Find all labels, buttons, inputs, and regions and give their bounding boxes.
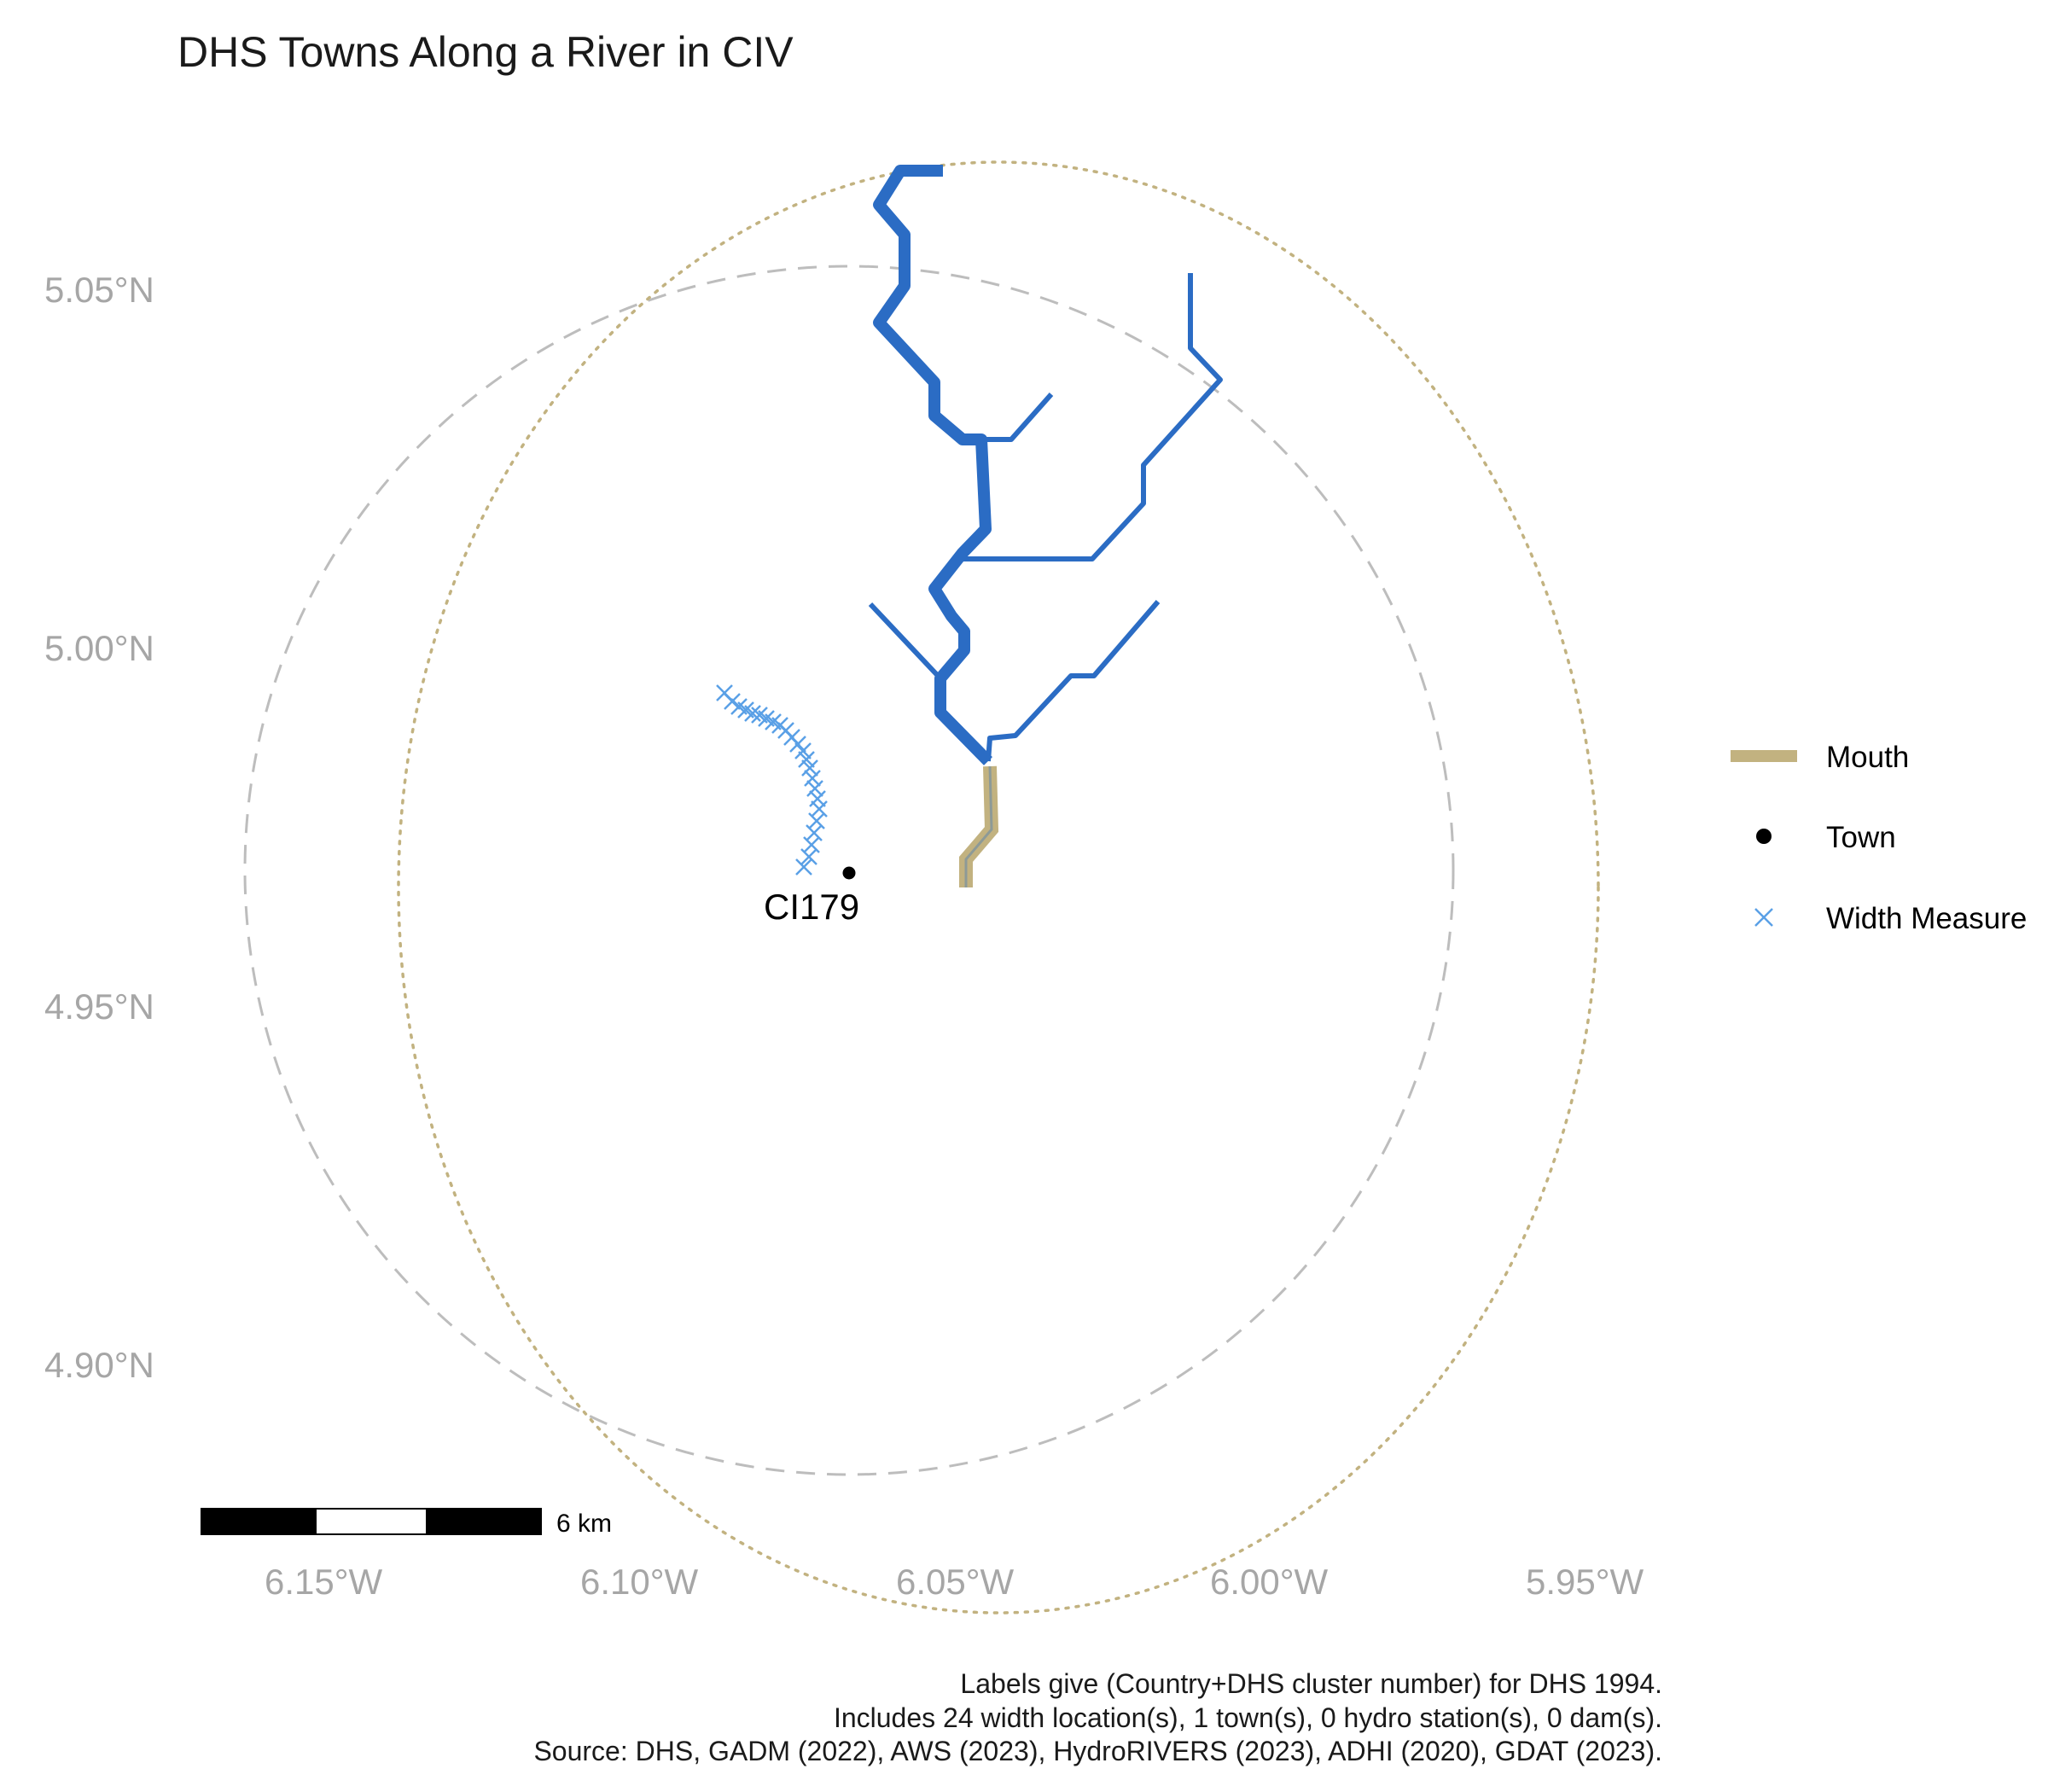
width-measure-marker	[744, 705, 761, 722]
x-tick-label: 6.15°W	[265, 1562, 383, 1602]
legend-width-label: Width Measure	[1826, 902, 2027, 935]
x-tick-label: 6.05°W	[896, 1562, 1015, 1602]
caption-line-1: Labels give (Country+DHS cluster number)…	[960, 1668, 1662, 1699]
scale-bar: 6 km	[201, 1508, 612, 1538]
scale-bar-segment-3	[426, 1508, 542, 1535]
river-tributary-4	[986, 600, 1161, 762]
width-measure-marker	[724, 693, 741, 710]
legend-town-swatch	[1756, 829, 1772, 844]
river-network	[868, 165, 1223, 765]
legend-mouth-label: Mouth	[1826, 741, 1909, 774]
caption-line-2: Includes 24 width location(s), 1 town(s)…	[834, 1702, 1662, 1733]
map-title: DHS Towns Along a River in CIV	[177, 28, 794, 76]
river-mouth-segment	[959, 765, 999, 887]
buffer-circle-dotted	[397, 160, 1600, 1615]
river-mouth-outline	[964, 765, 993, 887]
caption: Labels give (Country+DHS cluster number)…	[533, 1668, 1662, 1766]
y-tick-label: 4.90°N	[44, 1345, 154, 1385]
x-tick-label: 6.00°W	[1210, 1562, 1329, 1602]
width-measure-markers	[716, 684, 828, 876]
width-measure-marker	[795, 858, 812, 876]
width-measure-marker	[804, 770, 821, 787]
town-label: CI179	[764, 887, 859, 927]
river-branch-north	[876, 168, 904, 207]
x-tick-label: 6.10°W	[580, 1562, 699, 1602]
y-tick-label: 5.00°N	[44, 628, 154, 668]
river-tributary-2	[963, 273, 1223, 561]
y-tick-label: 4.95°N	[44, 986, 154, 1027]
buffer-circle-dashed	[243, 265, 1455, 1476]
width-measure-marker	[794, 742, 812, 759]
caption-line-3: Source: DHS, GADM (2022), AWS (2023), Hy…	[533, 1736, 1662, 1766]
town-marker	[842, 866, 856, 880]
scale-bar-segment-1	[201, 1508, 317, 1535]
y-tick-label: 5.05°N	[44, 270, 154, 310]
legend: Mouth Town Width Measure	[1731, 741, 2027, 935]
river-tributary-3	[868, 602, 943, 681]
width-measure-marker	[800, 848, 817, 865]
x-axis-labels: 6.15°W 6.10°W 6.05°W 6.00°W 5.95°W	[265, 1562, 1644, 1602]
y-axis-labels: 5.05°N 5.00°N 4.95°N 4.90°N	[44, 270, 154, 1385]
legend-width-swatch	[1754, 908, 1773, 927]
legend-town-label: Town	[1826, 821, 1896, 854]
x-tick-label: 5.95°W	[1526, 1562, 1644, 1602]
width-measure-marker	[801, 759, 818, 777]
width-measure-marker	[789, 736, 806, 753]
scale-bar-label: 6 km	[556, 1510, 612, 1538]
river-tributary-1	[986, 393, 1054, 442]
river-main-stem	[873, 165, 992, 765]
width-measure-marker	[806, 780, 823, 797]
width-measure-marker	[798, 751, 815, 768]
width-measure-marker	[809, 790, 826, 807]
scale-bar-segment-2	[315, 1508, 428, 1535]
